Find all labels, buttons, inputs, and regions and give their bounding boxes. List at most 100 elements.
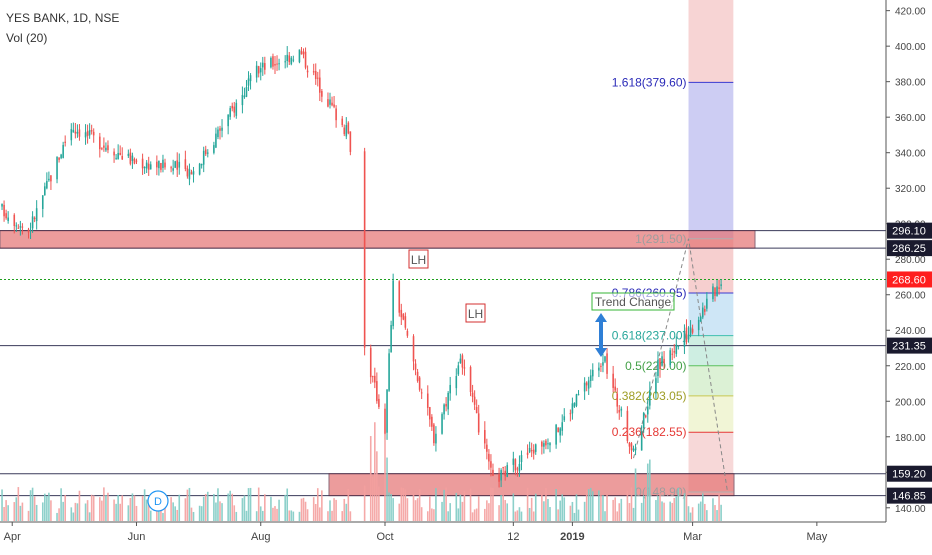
volume-bar [292,511,295,521]
candle-body [390,325,392,353]
candle-body [319,77,321,93]
volume-bar [3,506,5,521]
y-tick-label: 240.00 [895,326,926,337]
annotation-box [465,303,486,323]
candle-body [60,154,62,159]
volume-bar [541,494,543,521]
candle-body [630,443,633,451]
volume-bar [561,494,564,521]
y-tick-label: 260.00 [895,291,926,302]
volume-bar [158,505,160,521]
candle-body [649,390,651,406]
candle-body [714,287,716,296]
candle-body [534,444,537,452]
candle-body [498,474,500,482]
volume-bar [583,501,586,521]
volume-bar [445,487,447,521]
candle-body [575,394,578,406]
volume-bar [644,495,647,521]
candle-body [447,392,449,410]
volume-bar [612,499,614,521]
candle-body [685,327,688,343]
volume-bar [530,497,533,521]
x-tick-label: Oct [376,531,393,543]
volume-bar [188,487,191,521]
volume-bar [663,502,665,521]
volume-bar [699,501,702,521]
candle-body [188,169,191,180]
volume-bar [486,500,488,521]
candle-body [420,392,423,394]
price-tag [887,271,932,288]
candle-body [278,63,280,65]
volume-bar [459,494,462,521]
volume-bar [600,494,602,521]
candle-body [701,307,704,318]
candle-body [19,226,22,228]
candle-body [689,327,692,335]
candle-body [435,433,437,444]
candle-body [272,56,274,67]
volume-bar [687,506,690,521]
volume-bar [571,501,574,521]
volume-bar [457,508,460,521]
price-tag [887,465,932,482]
volume-bar [278,499,280,521]
candle-body [145,162,148,169]
candle-body [384,408,386,434]
volume-bar [227,493,229,521]
volume-bar [141,495,144,521]
volume-bar [29,490,32,521]
volume-bar [219,501,221,521]
volume-bar [402,487,405,521]
volume-bar [50,500,52,521]
volume-bar [447,511,449,521]
volume-bar [198,505,201,521]
candle-body [316,77,319,79]
candle-body [113,151,115,156]
volume-bar [186,489,189,521]
candle-body [418,377,421,390]
candle-body [459,358,462,364]
candle-body [241,94,244,106]
volume-bar [500,495,502,521]
candle-body [78,129,81,137]
volume-bar [518,507,521,521]
candle-body [206,152,209,154]
candle-body [29,229,32,231]
volume-bar [184,498,187,521]
candle-body [119,152,121,155]
candle-body [646,406,649,415]
volume-bar [492,487,494,521]
volume-bar [312,497,315,521]
volume-bar [99,497,101,521]
candle-body [21,226,24,228]
candle-body [172,168,174,171]
candle-body [561,422,564,431]
candle-body [644,415,647,418]
candle-body [243,95,246,98]
volume-bar [618,503,621,521]
volume-bar [431,508,433,521]
candle-body [492,469,494,476]
volume-bar [206,491,209,521]
x-tick-label: 12 [507,531,519,543]
candle-body [618,410,621,413]
candle-body [642,412,645,429]
candle-body [486,444,488,452]
volume-bar [233,505,236,521]
volume-bar [604,511,606,521]
candle-body [143,166,146,169]
volume-bar [72,512,75,521]
price-tag [887,337,932,354]
volume-bar [712,498,714,521]
candle-body [504,470,506,477]
candle-body [626,410,629,441]
candle-body [41,195,44,209]
volume-bar [56,512,58,521]
volume-bar [261,510,264,521]
fib-band [688,395,734,433]
candle-body [105,147,107,151]
volume-bar [649,459,651,521]
volume-bar [506,503,509,521]
